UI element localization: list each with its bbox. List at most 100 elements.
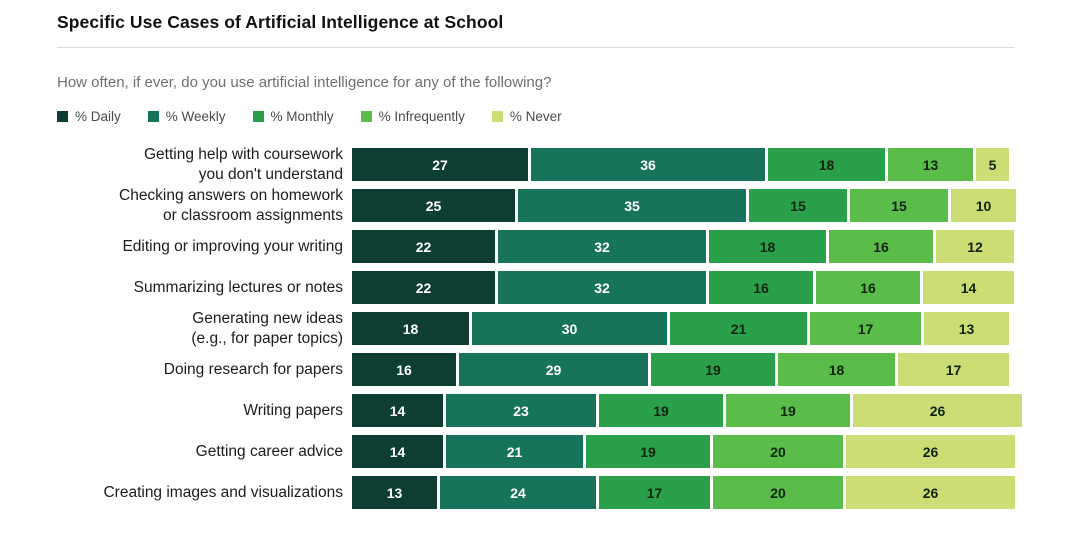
bar-value: 17 bbox=[945, 361, 962, 378]
row-label: Editing or improving your writing bbox=[122, 237, 343, 255]
bar-value: 14 bbox=[389, 443, 406, 460]
bar-value: 12 bbox=[967, 238, 983, 255]
bar-value: 23 bbox=[513, 402, 529, 419]
bar-segment-monthly: 19 bbox=[586, 435, 710, 468]
bar-value: 18 bbox=[828, 361, 845, 378]
bar-value: 17 bbox=[857, 320, 874, 337]
bar-segment-weekly: 21 bbox=[446, 435, 583, 468]
row-label: Checking answers on homework or classroom… bbox=[119, 187, 343, 224]
chart-row: Getting career advice 14 21 19 20 26 bbox=[57, 431, 1015, 472]
legend-swatch bbox=[491, 111, 503, 122]
chart-row: Summarizing lectures or notes 22 32 16 16 14 bbox=[57, 267, 1014, 308]
chart-row: Editing or improving your writing 22 32 18 1… bbox=[57, 226, 1014, 267]
bar-segment-monthly: 15 bbox=[749, 189, 847, 222]
legend: % Daily % Weekly % Monthly % Infrequently % … bbox=[57, 109, 1014, 124]
legend-swatch bbox=[57, 111, 68, 122]
bar-segment-monthly: 16 bbox=[709, 271, 813, 304]
bar-value: 16 bbox=[396, 361, 412, 378]
row-label: Getting career advice bbox=[195, 442, 343, 460]
bar-segment-monthly: 19 bbox=[599, 394, 723, 427]
chart-content: Specific Use Cases of Artificial Intelli… bbox=[57, 12, 1022, 509]
bar-value: 21 bbox=[506, 443, 523, 460]
legend-item: % Infrequently bbox=[360, 109, 465, 124]
bar-segment-infrequently: 13 bbox=[888, 148, 973, 181]
bar-value: 30 bbox=[561, 320, 578, 337]
row-label: Writing papers bbox=[243, 401, 343, 419]
bar-value: 14 bbox=[960, 279, 977, 296]
bar-segment-infrequently: 16 bbox=[829, 230, 933, 263]
bar-segment-daily: 22 bbox=[352, 230, 495, 263]
bar-segment-daily: 14 bbox=[352, 394, 443, 427]
bar-segment-weekly: 32 bbox=[498, 271, 706, 304]
chart-row: Writing papers 14 23 19 19 26 bbox=[57, 390, 1022, 431]
chart-row: Doing research for papers 16 29 19 18 17 bbox=[57, 349, 1014, 390]
legend-label: % Monthly bbox=[270, 109, 334, 124]
bar-value: 19 bbox=[705, 361, 721, 378]
bar-value: 16 bbox=[873, 238, 889, 255]
bar-value: 5 bbox=[988, 156, 997, 173]
bar-segment-never: 12 bbox=[936, 230, 1014, 263]
row-label: Getting help with coursework you don't un… bbox=[143, 146, 343, 183]
bar-segment-daily: 18 bbox=[352, 312, 469, 345]
bar-value: 35 bbox=[624, 197, 640, 214]
bar-value: 19 bbox=[653, 402, 669, 419]
row-label: Generating new ideas (e.g., for paper top… bbox=[191, 310, 343, 347]
bar-segment-infrequently: 18 bbox=[778, 353, 895, 386]
bar-segment-infrequently: 15 bbox=[850, 189, 948, 222]
bar-value: 10 bbox=[975, 197, 992, 214]
bar-segment-daily: 16 bbox=[352, 353, 456, 386]
bar-segment-weekly: 30 bbox=[472, 312, 667, 345]
bar-segment-never: 13 bbox=[924, 312, 1009, 345]
bar-stack: 22 32 18 16 12 bbox=[352, 230, 1014, 263]
bar-segment-daily: 27 bbox=[352, 148, 528, 181]
bar-segment-never: 5 bbox=[976, 148, 1009, 181]
bar-value: 20 bbox=[770, 484, 786, 501]
bar-value: 13 bbox=[386, 484, 403, 501]
survey-question: How often, if ever, do you use artificia… bbox=[57, 74, 552, 91]
bar-stack: 14 23 19 19 26 bbox=[352, 394, 1022, 427]
bar-value: 21 bbox=[730, 320, 747, 337]
chart-row: Generating new ideas (e.g., for paper top… bbox=[57, 308, 1014, 349]
bar-value: 32 bbox=[594, 279, 610, 296]
bar-value: 29 bbox=[545, 361, 562, 378]
bar-segment-monthly: 18 bbox=[709, 230, 826, 263]
bar-value: 22 bbox=[415, 279, 432, 296]
legend-label: % Infrequently bbox=[378, 109, 465, 124]
bar-value: 22 bbox=[415, 238, 432, 255]
bar-segment-infrequently: 20 bbox=[713, 476, 843, 509]
legend-label: % Never bbox=[509, 109, 562, 124]
bar-value: 16 bbox=[753, 279, 769, 296]
bar-value: 20 bbox=[770, 443, 786, 460]
legend-swatch bbox=[360, 111, 372, 122]
bar-value: 15 bbox=[891, 197, 907, 214]
chart-row: Getting help with coursework you don't un… bbox=[57, 144, 1014, 185]
bar-segment-never: 10 bbox=[951, 189, 1016, 222]
bar-stack: 25 35 15 15 10 bbox=[352, 189, 1016, 222]
legend-label: % Daily bbox=[75, 109, 121, 124]
bar-value: 26 bbox=[922, 484, 939, 501]
row-label: Summarizing lectures or notes bbox=[133, 278, 343, 296]
bar-value: 13 bbox=[922, 156, 939, 173]
bar-value: 24 bbox=[510, 484, 526, 501]
bar-segment-never: 26 bbox=[853, 394, 1022, 427]
legend-item: % Never bbox=[491, 109, 562, 124]
bar-segment-infrequently: 19 bbox=[726, 394, 850, 427]
bar-stack: 14 21 19 20 26 bbox=[352, 435, 1015, 468]
chart-row: Checking answers on homework or classroom… bbox=[57, 185, 1016, 226]
bar-segment-infrequently: 20 bbox=[713, 435, 843, 468]
bar-segment-weekly: 35 bbox=[518, 189, 746, 222]
bar-stack: 22 32 16 16 14 bbox=[352, 271, 1014, 304]
bar-segment-monthly: 19 bbox=[651, 353, 775, 386]
bar-segment-monthly: 18 bbox=[768, 148, 885, 181]
bar-segment-never: 26 bbox=[846, 476, 1015, 509]
divider bbox=[57, 47, 1014, 48]
bar-stack: 13 24 17 20 26 bbox=[352, 476, 1015, 509]
legend-swatch bbox=[147, 111, 159, 122]
page-title: Specific Use Cases of Artificial Intelli… bbox=[57, 12, 504, 32]
bar-value: 18 bbox=[818, 156, 835, 173]
bar-segment-weekly: 29 bbox=[459, 353, 648, 386]
bar-value: 18 bbox=[759, 238, 776, 255]
bar-value: 15 bbox=[790, 197, 806, 214]
bar-value: 18 bbox=[402, 320, 419, 337]
bar-value: 17 bbox=[646, 484, 663, 501]
